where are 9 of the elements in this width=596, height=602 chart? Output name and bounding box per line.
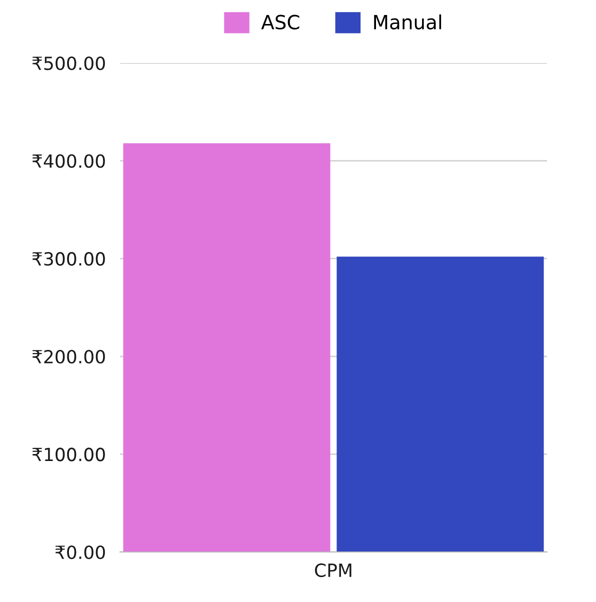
y-tick-label: ₹400.00 [32,154,105,168]
y-tick-label: ₹300.00 [32,252,105,266]
x-tick-label: CPM [314,563,352,578]
y-tick-label: ₹500.00 [32,56,105,70]
legend-label: ASC [261,14,300,30]
y-tick-label: ₹100.00 [32,448,105,462]
y-tick-label: ₹0.00 [55,545,105,560]
legend-label: Manual [374,14,442,30]
y-tick-label: ₹200.00 [32,350,105,364]
